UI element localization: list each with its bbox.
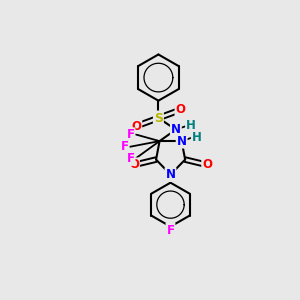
Text: F: F <box>121 140 129 153</box>
Text: F: F <box>167 224 175 236</box>
Text: S: S <box>154 112 163 124</box>
Text: F: F <box>127 152 134 165</box>
Text: F: F <box>127 128 134 141</box>
Text: N: N <box>166 168 176 181</box>
Text: N: N <box>177 135 187 148</box>
Text: H: H <box>186 119 196 132</box>
Text: N: N <box>171 123 181 136</box>
Text: O: O <box>131 120 141 133</box>
Text: O: O <box>202 158 212 171</box>
Text: O: O <box>129 158 139 171</box>
Text: O: O <box>176 103 185 116</box>
Text: H: H <box>192 131 202 144</box>
